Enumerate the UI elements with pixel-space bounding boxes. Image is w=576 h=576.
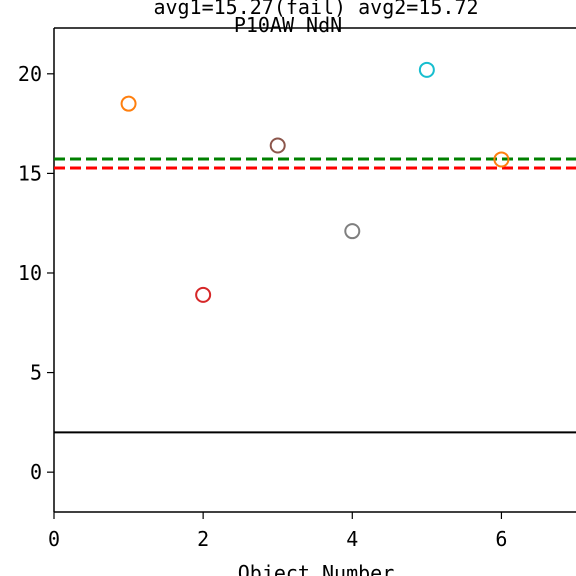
x-tick-label: 0 <box>48 527 60 551</box>
x-tick-label: 4 <box>346 527 358 551</box>
data-point <box>120 95 137 112</box>
data-point <box>344 223 361 240</box>
y-tick-label: 0 <box>30 460 42 484</box>
data-point <box>493 151 510 168</box>
chart-title-line1: avg1=15.27(fail) avg2=15.72 <box>153 0 478 19</box>
data-point <box>269 137 286 154</box>
chart-title-line2: P10AW NdN <box>234 13 342 37</box>
y-tick-label: 5 <box>30 361 42 385</box>
x-tick-label: 2 <box>197 527 209 551</box>
y-tick-label: 10 <box>18 261 42 285</box>
data-point <box>418 61 435 78</box>
y-tick-label: 15 <box>18 161 42 185</box>
x-axis-label: Object Number <box>238 561 395 576</box>
y-tick-label: 20 <box>18 62 42 86</box>
x-tick-label: 6 <box>495 527 507 551</box>
data-point <box>195 286 212 303</box>
plot-area: 0 5 10 15 20 0 2 4 6 <box>18 27 576 551</box>
